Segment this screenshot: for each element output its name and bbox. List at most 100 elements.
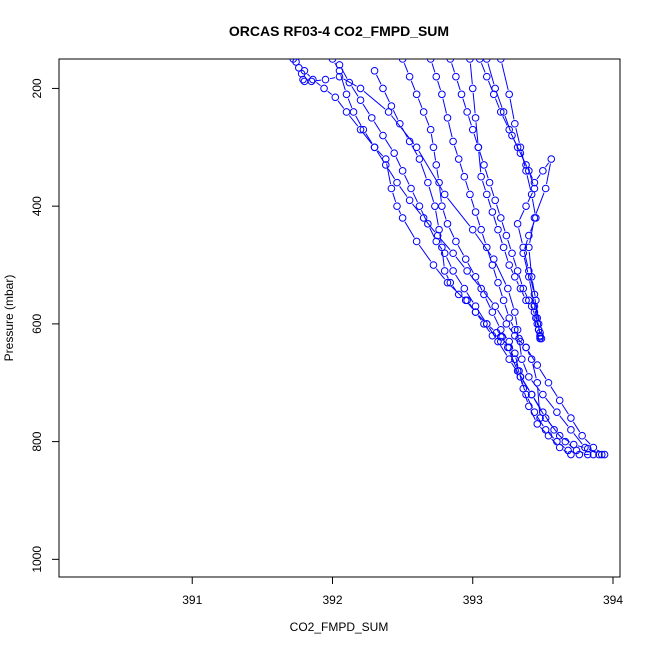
data-point (525, 402, 533, 411)
series-line-segment (442, 98, 447, 114)
data-point (429, 261, 438, 269)
plot-area (58, 58, 621, 578)
data-point (555, 431, 564, 440)
data-point (474, 143, 483, 152)
series-line-segment (539, 368, 547, 380)
data-point (379, 131, 387, 140)
data-point (527, 302, 536, 311)
series-line-segment (417, 98, 423, 108)
data-point (379, 84, 387, 93)
series-line-segment (504, 343, 506, 346)
data-point (405, 137, 414, 146)
series-line-segment (515, 316, 518, 326)
data-point (499, 296, 508, 305)
data-point (555, 443, 564, 452)
series-line-segment (386, 163, 392, 185)
data-point (600, 450, 609, 459)
series-line-segment (531, 281, 536, 296)
series-line-segment (439, 187, 442, 202)
data-point (431, 202, 439, 210)
series-line-segment (395, 157, 402, 167)
series-line-segment (529, 281, 535, 302)
series-line-segment (476, 216, 481, 226)
data-point (477, 172, 485, 181)
series-line-segment (392, 109, 399, 120)
data-point (381, 161, 390, 169)
data-point (468, 225, 477, 234)
data-point (544, 431, 553, 440)
series-line-segment (452, 286, 457, 292)
series-line-segment (484, 169, 489, 179)
series-line-segment (462, 296, 464, 299)
series-line-segment (501, 222, 506, 232)
series-line-segment (343, 78, 357, 87)
series-line-segment (448, 122, 453, 138)
data-point (349, 108, 358, 116)
series-line-segment (534, 298, 538, 314)
series-line-segment (516, 333, 519, 338)
series-line-segment (544, 415, 553, 427)
series-line-segment (316, 81, 321, 87)
data-point (292, 59, 300, 66)
data-point (477, 284, 485, 293)
series-line-segment (340, 74, 346, 91)
data-point (443, 220, 452, 228)
data-point (499, 243, 508, 252)
series-line-segment (532, 363, 537, 379)
series-line-segment (327, 90, 333, 95)
series-line-segment (426, 221, 436, 233)
series-line-segment (502, 333, 507, 339)
series-line-segment (362, 103, 370, 115)
y-tick-label: 200 (30, 78, 44, 98)
series-line-segment (572, 421, 581, 433)
data-point (525, 373, 533, 381)
series-line-segment (373, 121, 381, 132)
series-line-segment (387, 168, 396, 180)
data-point (519, 249, 528, 258)
x-axis-label: CO2_FMPD_SUM (290, 620, 389, 634)
data-point (533, 378, 542, 387)
data-point (491, 302, 499, 311)
series-line-segment (448, 227, 455, 238)
data-point (335, 61, 344, 69)
data-point (488, 208, 497, 216)
series-11 (482, 59, 544, 340)
data-point (583, 444, 592, 453)
series-line-segment (435, 268, 446, 280)
series-line-segment (493, 216, 498, 226)
data-point (460, 172, 469, 181)
series-line-segment (521, 292, 525, 297)
data-point (496, 325, 505, 334)
data-point (511, 325, 519, 334)
data-point (387, 184, 396, 193)
series-line-segment (399, 185, 408, 197)
data-point (482, 72, 491, 81)
series-8 (446, 59, 546, 343)
series-line-segment (457, 245, 464, 256)
series-line-segment (435, 210, 439, 226)
data-point (331, 93, 340, 102)
data-point (567, 450, 575, 459)
series-line-segment (526, 175, 532, 191)
data-point (491, 196, 499, 205)
y-axis-label: Pressure (mbar) (2, 275, 16, 362)
series-line-segment (523, 257, 529, 273)
data-point (589, 450, 598, 459)
series-line-segment (535, 304, 539, 320)
data-point (485, 178, 494, 187)
series-line-segment (522, 380, 530, 391)
data-point (555, 396, 564, 405)
series-line-segment (480, 62, 486, 73)
series-line-segment (470, 198, 475, 208)
data-point (446, 278, 455, 287)
series-line-segment (551, 438, 557, 445)
series-line-segment (501, 63, 509, 91)
y-tick-label: 600 (30, 314, 44, 334)
x-tick-label: 391 (182, 593, 202, 607)
data-point (511, 272, 519, 281)
series-line-segment (556, 432, 563, 439)
series-line-segment (545, 162, 550, 168)
data-point (502, 320, 511, 328)
data-point (300, 66, 309, 75)
series-2 (300, 66, 609, 459)
